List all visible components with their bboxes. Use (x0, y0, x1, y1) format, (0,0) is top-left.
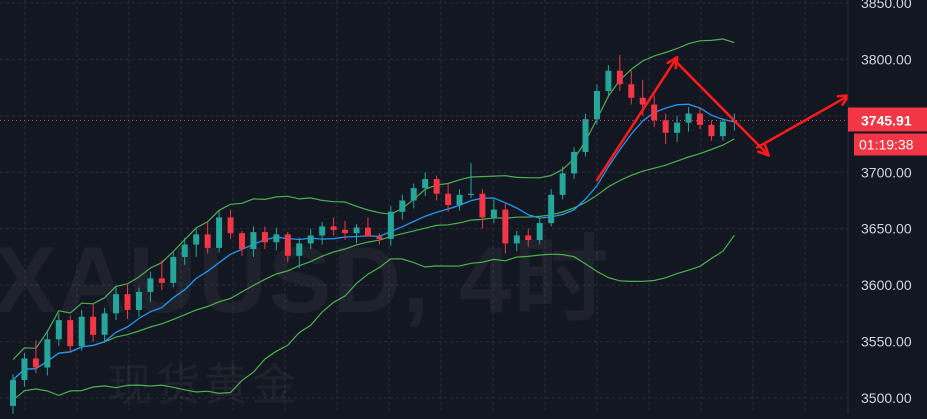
annotation-arrow (595, 55, 679, 182)
candle-down (330, 226, 337, 230)
candle-up (296, 243, 303, 256)
candle-down (376, 236, 383, 239)
bollinger-lower-band (12, 234, 735, 401)
candle-up (78, 316, 85, 347)
candle-up (216, 217, 223, 248)
watermark: XAUUSD, 4时 现货黄金 (0, 227, 609, 410)
candle-up (55, 320, 62, 340)
candle-down (67, 320, 74, 347)
watermark-symbol: XAUUSD, 4时 (0, 227, 609, 332)
candle-down (616, 70, 623, 85)
y-tick-label: 3600.00 (861, 277, 912, 293)
candle-down (364, 227, 371, 237)
candle-up (422, 179, 429, 189)
last-price-label: 3745.91 (861, 112, 912, 128)
y-tick-label: 3800.00 (861, 51, 912, 67)
countdown-label: 01:19:38 (859, 136, 914, 152)
bollinger-upper-band (12, 38, 735, 361)
candle-up (113, 294, 120, 314)
candle-up (685, 113, 692, 123)
y-tick-label: 3850.00 (861, 0, 912, 11)
candle-up (193, 234, 200, 245)
candle-down (284, 234, 291, 256)
candle-down (32, 358, 39, 368)
candle-down (158, 278, 165, 283)
candle-up (10, 379, 16, 406)
candle-down (433, 179, 440, 194)
candles (10, 54, 738, 414)
candle-up (319, 226, 326, 236)
candle-up (410, 188, 417, 201)
moving-average-line (12, 103, 735, 381)
candle-up (719, 121, 726, 137)
candle-down (239, 233, 245, 250)
candle-up (456, 194, 463, 206)
candle-up (387, 211, 394, 239)
candle-down (445, 193, 452, 206)
bollinger-middle-band (12, 138, 735, 381)
price-axis-background (848, 0, 927, 414)
candle-up (101, 313, 108, 335)
indicators (12, 38, 735, 401)
candle-up (468, 193, 474, 195)
price-axis[interactable]: 3500.003550.003600.003650.003700.003750.… (847, 0, 927, 414)
candle-up (250, 232, 257, 250)
candle-down (708, 124, 715, 137)
candle-up (605, 70, 612, 92)
candle-down (525, 235, 532, 240)
candle-up (593, 91, 600, 120)
candle-up (135, 291, 142, 310)
candle-up (353, 227, 360, 234)
candle-up (181, 244, 188, 257)
candle-up (582, 119, 589, 152)
y-tick-label: 3650.00 (861, 221, 912, 237)
y-tick-label: 3700.00 (861, 164, 912, 180)
candle-up (536, 223, 543, 240)
candle-down (342, 229, 349, 234)
y-tick-label: 3500.00 (861, 390, 912, 406)
candle-down (628, 84, 635, 98)
candle-up (490, 209, 497, 218)
candle-down (204, 234, 211, 248)
candle-down (479, 193, 486, 218)
candle-up (399, 200, 406, 212)
candle-up (559, 173, 566, 195)
candle-up (147, 278, 154, 292)
grid (0, 0, 848, 414)
candle-down (227, 217, 234, 234)
last-price-tag (848, 107, 927, 132)
y-tick-label: 3550.00 (861, 334, 912, 350)
candle-down (639, 97, 646, 105)
candle-down (124, 294, 131, 310)
candle-down (90, 316, 97, 335)
candle-down (697, 113, 703, 125)
candle-down (662, 120, 669, 133)
candle-down (261, 232, 268, 243)
candle-down (651, 104, 658, 121)
annotation-arrow (675, 61, 770, 157)
candle-up (548, 194, 555, 224)
candle-up (513, 235, 520, 244)
candle-up (170, 256, 177, 283)
candle-up (21, 358, 28, 380)
countdown-tag (854, 133, 927, 156)
candle-up (571, 151, 578, 174)
candle-up (273, 234, 280, 243)
candle-up (44, 339, 51, 368)
candle-up (307, 235, 314, 244)
candle-down (502, 209, 509, 244)
candle-up (674, 122, 681, 133)
